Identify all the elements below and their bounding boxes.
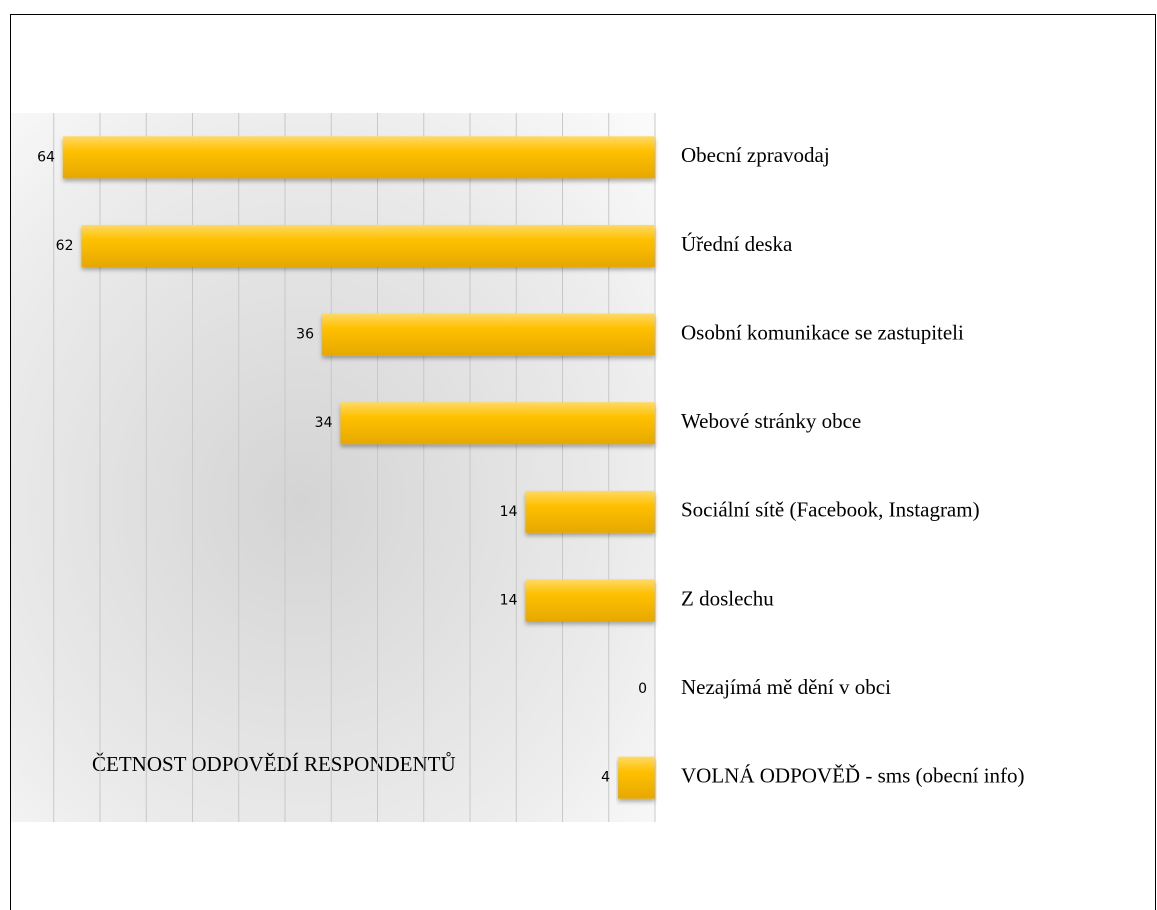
bar: [525, 490, 655, 533]
value-label: 4: [601, 770, 610, 786]
frame: [10, 14, 1156, 910]
value-label: 36: [296, 327, 314, 343]
value-label: 62: [56, 238, 74, 254]
category-label: Obecní zpravodaj: [681, 143, 830, 167]
value-label: 64: [37, 149, 55, 165]
bar: [525, 579, 655, 622]
category-label: VOLNÁ ODPOVĚĎ - sms (obecní info): [681, 764, 1025, 788]
bar: [340, 402, 655, 445]
category-label: Úřední deska: [681, 232, 793, 256]
value-label: 34: [315, 415, 333, 431]
bar: [81, 224, 655, 267]
category-label: Nezajímá mě dění v obci: [681, 675, 891, 699]
plot-area: [11, 113, 655, 822]
category-label: Webové stránky obce: [681, 409, 861, 433]
category-label: Sociální sítě (Facebook, Instagram): [681, 498, 980, 522]
category-label: Z doslechu: [681, 586, 774, 610]
chart-title: ČETNOST ODPOVĚDÍ RESPONDENTŮ: [92, 752, 456, 776]
value-label: 0: [638, 681, 647, 697]
value-label: 14: [500, 592, 518, 608]
bar: [63, 136, 655, 179]
bar: [322, 313, 655, 356]
bar: [618, 756, 655, 799]
category-label: Osobní komunikace se zastupiteli: [681, 320, 964, 344]
value-label: 14: [500, 504, 518, 520]
